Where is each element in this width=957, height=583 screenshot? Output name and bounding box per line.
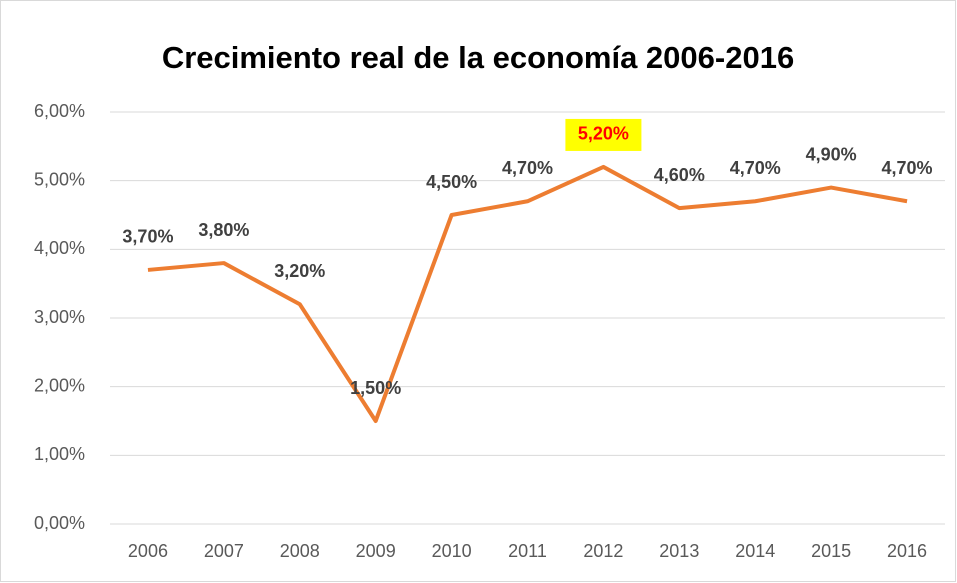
data-label: 4,50% (426, 172, 477, 192)
data-label: 3,70% (122, 227, 173, 247)
label-highlight (565, 118, 642, 151)
x-tick-label: 2011 (508, 541, 547, 561)
data-label: 4,90% (806, 144, 857, 164)
y-tick-label: 6,00% (34, 101, 85, 121)
data-label: 3,20% (274, 261, 325, 281)
y-tick-label: 0,00% (34, 513, 85, 533)
x-tick-label: 2008 (280, 541, 320, 561)
x-tick-label: 2016 (887, 541, 927, 561)
x-tick-label: 2009 (356, 541, 396, 561)
x-tick-label: 2013 (659, 541, 699, 561)
data-label: 4,70% (730, 158, 781, 178)
x-tick-label: 2012 (583, 541, 623, 561)
x-tick-label: 2007 (204, 541, 244, 561)
x-tick-label: 2014 (735, 541, 775, 561)
data-label: 3,80% (198, 220, 249, 240)
x-tick-label: 2006 (128, 541, 168, 561)
data-label: 4,70% (882, 158, 933, 178)
y-tick-label: 1,00% (34, 444, 85, 464)
chart-title: Crecimiento real de la economía 2006-201… (162, 40, 794, 75)
data-label: 1,50% (350, 378, 401, 398)
data-label: 5,20% (578, 124, 629, 144)
y-tick-label: 4,00% (34, 238, 85, 258)
data-label: 4,60% (654, 165, 705, 185)
y-tick-label: 5,00% (34, 169, 85, 189)
y-tick-label: 3,00% (34, 307, 85, 327)
x-tick-label: 2015 (811, 541, 851, 561)
y-tick-label: 2,00% (34, 375, 85, 395)
data-label: 4,70% (502, 158, 553, 178)
x-tick-label: 2010 (432, 541, 472, 561)
line (147, 164, 908, 423)
